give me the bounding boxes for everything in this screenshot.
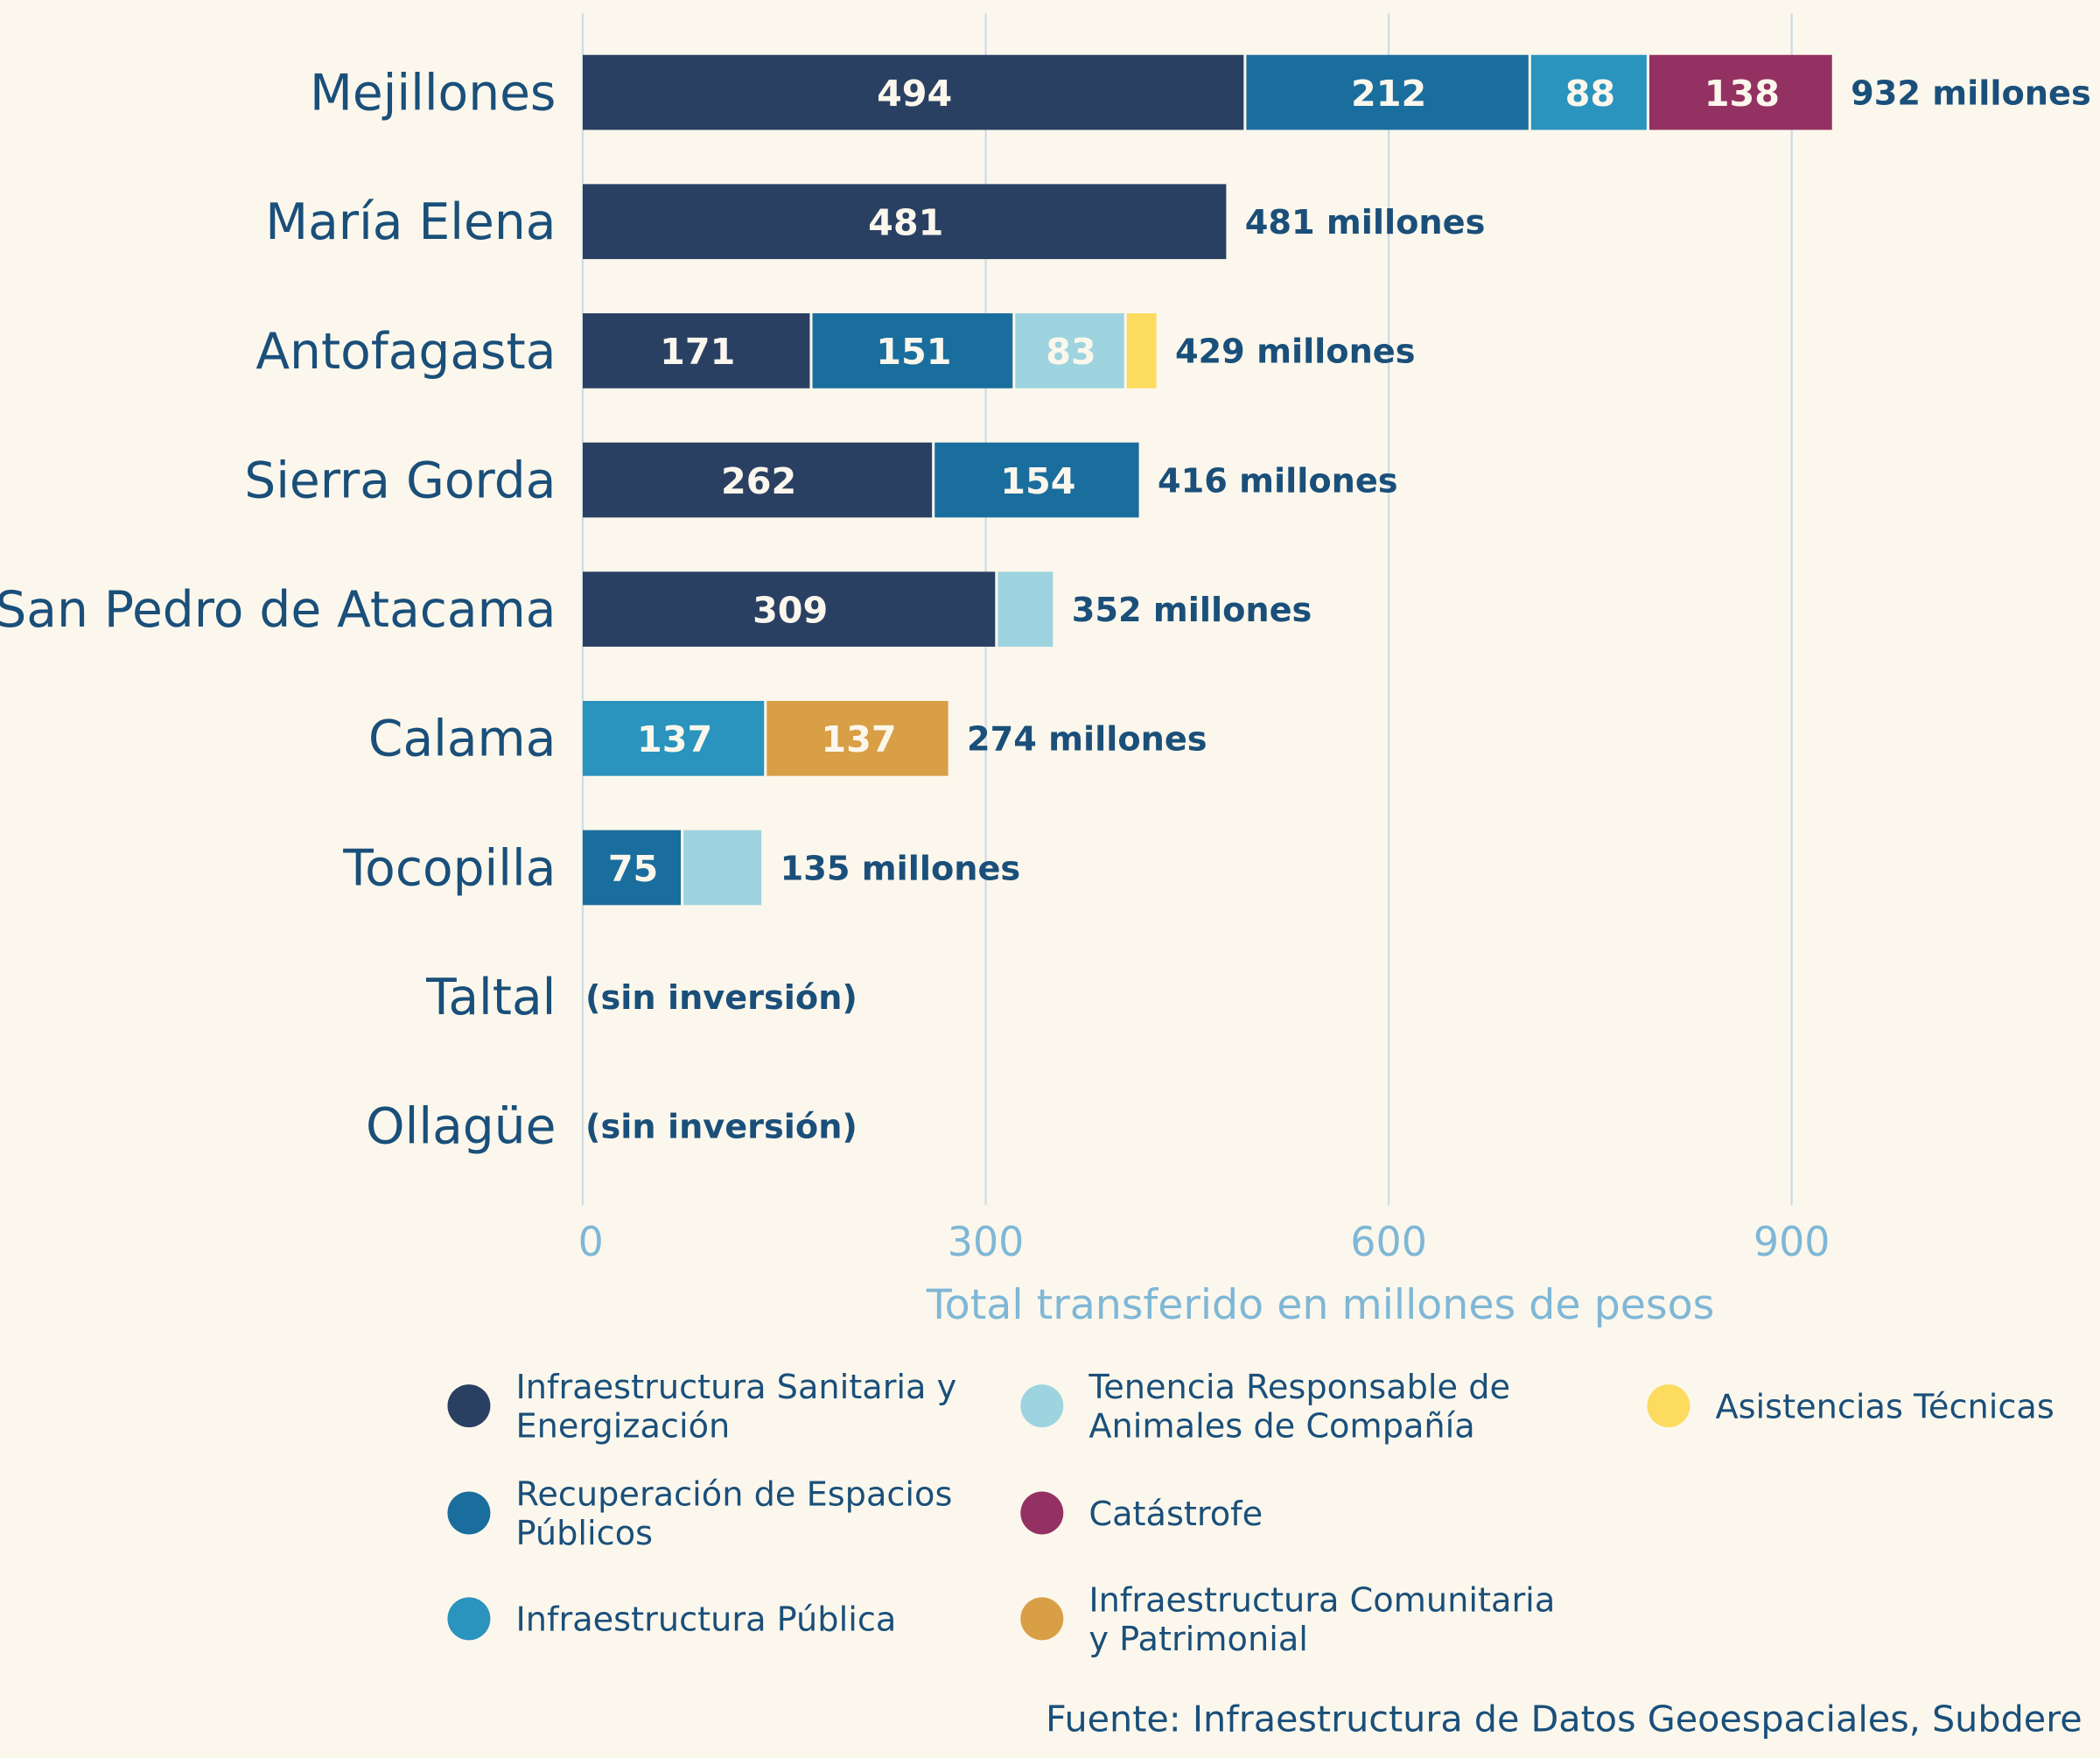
category-label: San Pedro de Atacama <box>0 581 556 639</box>
category-label: Ollagüe <box>366 1098 556 1156</box>
x-tick-label: 900 <box>1754 1218 1830 1265</box>
legend-label: Infraestructura Pública <box>515 1600 896 1640</box>
legend-swatch <box>1020 1491 1064 1535</box>
total-label: (sin inversión) <box>585 1108 858 1147</box>
legend-label: Infraestructura Comunitaria y Patrimonial <box>1088 1580 1555 1658</box>
total-label: (sin inversión) <box>585 978 858 1018</box>
bar-segment <box>583 442 933 518</box>
total-label: 932 millones <box>1851 74 2091 113</box>
bar-segment <box>583 313 810 389</box>
bar-value-label: 154 <box>1000 460 1075 502</box>
legend-label: Asistencias Técnicas <box>1715 1387 2054 1426</box>
bar-value-label: 262 <box>721 460 796 502</box>
total-label: 135 millones <box>780 849 1021 888</box>
bar-segment <box>583 700 765 776</box>
x-tick-label: 0 <box>578 1218 604 1265</box>
category-label: Sierra Gorda <box>244 452 556 509</box>
bar-value-label: 88 <box>1565 73 1615 115</box>
bar-segment <box>583 54 1244 130</box>
total-label: 352 millones <box>1072 591 1312 630</box>
x-tick-label: 300 <box>948 1218 1025 1265</box>
bar-segment <box>1015 313 1124 389</box>
legend-swatch <box>447 1597 491 1641</box>
category-labels: Mejillones María Elena Antofagasta Sierra G… <box>0 64 556 1155</box>
bar-value-label: 75 <box>608 848 658 890</box>
bar-segment <box>1246 54 1529 130</box>
bar-value-label: 83 <box>1046 331 1096 373</box>
category-label: Mejillones <box>310 64 556 122</box>
bar-value-label: 212 <box>1351 73 1426 115</box>
legend-label: Infraestructura Sanitaria y Energización <box>515 1368 956 1446</box>
bar-segment <box>683 830 762 906</box>
total-label: 416 millones <box>1158 461 1398 501</box>
x-tick-label: 600 <box>1350 1218 1427 1265</box>
legend-label: Tenencia Responsable de Animales de Compa… <box>1088 1368 1510 1446</box>
total-label: 274 millones <box>967 720 1208 760</box>
bar-segment <box>1126 313 1157 389</box>
bar-segment <box>998 571 1054 648</box>
category-label: Taltal <box>425 969 556 1026</box>
bar-segment <box>812 313 1013 389</box>
legend: Infraestructura Sanitaria y Energización R… <box>447 1368 2054 1659</box>
bar-segment <box>583 830 682 906</box>
bars: 494 212 88 138 932 millones 481 481 millones 17… <box>583 54 2091 1147</box>
source-note: Fuente: Infraestructura de Datos Geoespa… <box>1046 1698 2082 1740</box>
bar-segment <box>1530 54 1647 130</box>
category-label: Calama <box>368 711 556 768</box>
total-label: 429 millones <box>1175 333 1416 372</box>
bar-value-label: 171 <box>660 331 735 373</box>
bar-value-label: 151 <box>876 331 951 373</box>
bar-segment <box>1648 54 1832 130</box>
x-tick-labels: 0 300 600 900 <box>578 1218 1830 1265</box>
bar-segment <box>583 571 996 648</box>
legend-swatch <box>1647 1384 1690 1428</box>
bar-value-label: 137 <box>821 718 896 760</box>
legend-label: Catástrofe <box>1088 1495 1263 1534</box>
bar-value-label: 481 <box>868 202 943 244</box>
bar-segment <box>934 442 1139 518</box>
legend-swatch <box>1020 1597 1064 1641</box>
category-label: Antofagasta <box>256 323 556 381</box>
bar-value-label: 137 <box>637 718 712 760</box>
total-label: 481 millones <box>1245 203 1486 242</box>
x-axis-title: Total transferido en millones de pesos <box>926 1281 1715 1329</box>
bar-value-label: 494 <box>877 73 952 115</box>
legend-swatch <box>447 1491 491 1535</box>
bar-value-label: 138 <box>1704 73 1780 115</box>
legend-swatch <box>1020 1384 1064 1428</box>
bar-segment <box>766 700 948 776</box>
bar-segment <box>583 184 1227 260</box>
category-label: Tocopilla <box>342 839 556 897</box>
legend-swatch <box>447 1384 491 1428</box>
legend-label: Recuperación de Espacios Públicos <box>515 1475 952 1553</box>
bar-value-label: 309 <box>752 589 828 631</box>
category-label: María Elena <box>265 193 556 251</box>
